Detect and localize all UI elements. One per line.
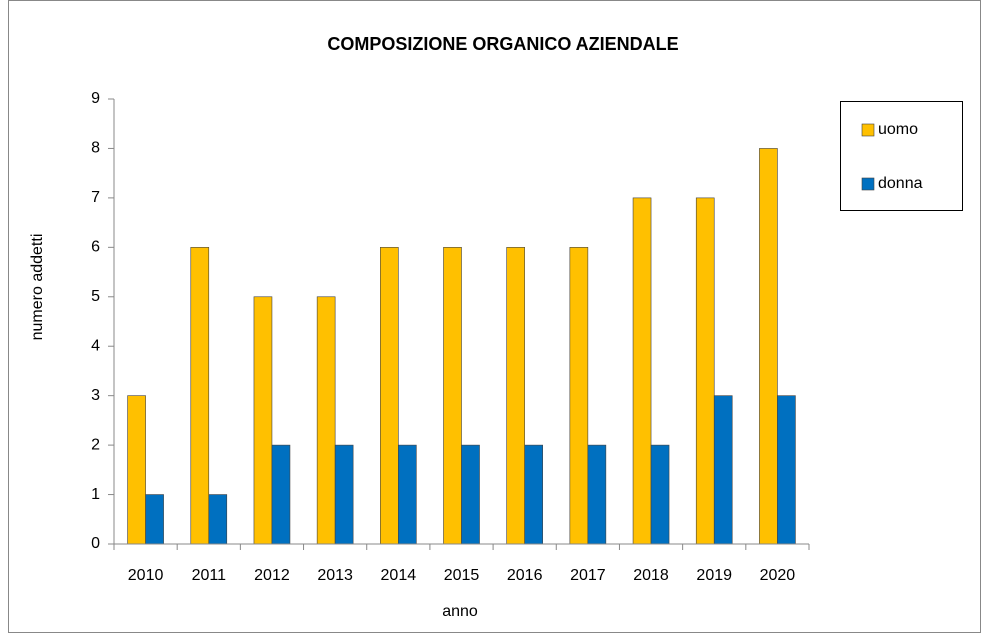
x-axis-label: anno: [442, 603, 478, 620]
bar: [127, 395, 146, 545]
bar: [777, 395, 796, 545]
y-tick-label: 2: [91, 436, 100, 453]
y-tick-label: 7: [91, 189, 100, 206]
x-tick-label: 2016: [507, 567, 543, 584]
y-tick-label: 4: [91, 337, 100, 354]
x-tick-label: 2012: [254, 567, 290, 584]
chart-title: COMPOSIZIONE ORGANICO AZIENDALE: [327, 34, 678, 54]
x-tick-label: 2017: [570, 567, 606, 584]
bar: [334, 444, 354, 545]
bar: [695, 197, 715, 545]
x-tick-label: 2018: [633, 567, 669, 584]
bar: [461, 444, 480, 545]
y-axis-label: numero addetti: [29, 234, 46, 341]
bar: [713, 395, 733, 545]
bar: [271, 444, 291, 545]
x-tick-label: 2014: [381, 567, 417, 584]
y-tick-label: 8: [91, 140, 100, 157]
bar: [316, 296, 336, 545]
x-tick-label: 2010: [128, 567, 164, 584]
bar: [759, 148, 778, 545]
bar: [145, 494, 164, 545]
x-tick-label: 2020: [760, 567, 796, 584]
y-tick-label: 3: [91, 387, 100, 404]
y-tick-label: 5: [91, 288, 100, 305]
legend-box: [840, 101, 963, 211]
x-tick-label: 2011: [192, 567, 227, 584]
bar: [190, 247, 210, 545]
x-tick-label: 2015: [444, 567, 480, 584]
bar: [443, 247, 462, 545]
legend-swatch: [861, 123, 875, 137]
bar: [506, 247, 525, 545]
y-tick-label: 0: [91, 535, 100, 552]
bar: [587, 444, 607, 545]
legend-label: donna: [878, 175, 923, 192]
bar: [380, 247, 399, 545]
bar: [569, 247, 589, 545]
y-tick-label: 9: [91, 90, 100, 107]
bar: [208, 494, 228, 545]
legend-label: uomo: [878, 121, 918, 138]
legend-swatch: [861, 177, 875, 191]
bar: [524, 444, 543, 545]
y-tick-label: 6: [91, 239, 100, 256]
chart-border: [8, 0, 981, 633]
x-tick-label: 2019: [696, 567, 732, 584]
bar: [253, 296, 273, 545]
bar: [650, 444, 670, 545]
bar: [398, 444, 417, 545]
y-tick-label: 1: [91, 486, 100, 503]
x-tick-label: 2013: [317, 567, 353, 584]
bar: [632, 197, 652, 545]
